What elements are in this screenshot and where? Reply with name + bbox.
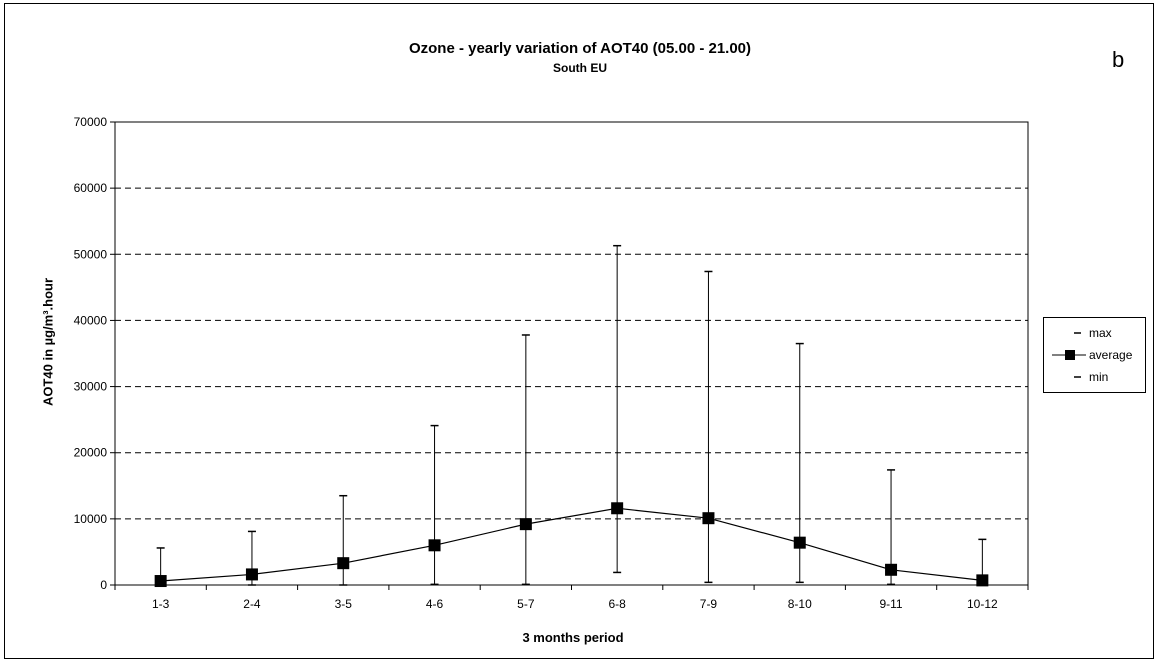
legend-item-average: average (1044, 345, 1145, 365)
average-point (337, 557, 350, 570)
x-tick-label: 9-11 (879, 597, 902, 611)
x-tick-label: 6-8 (608, 597, 626, 611)
y-tick-label: 50000 (74, 247, 108, 261)
average-point (154, 575, 167, 588)
y-tick-label: 0 (100, 578, 107, 592)
legend-label: average (1089, 348, 1133, 362)
y-tick-label: 40000 (74, 313, 108, 327)
average-point (611, 502, 624, 515)
x-tick-label: 3-5 (335, 597, 353, 611)
x-tick-label: 1-3 (152, 597, 170, 611)
x-tick-label: 8-10 (788, 597, 812, 611)
average-point (428, 539, 441, 552)
legend-square-marker-icon (1052, 350, 1086, 360)
x-tick-label: 5-7 (517, 597, 535, 611)
legend-label: min (1089, 370, 1109, 384)
y-tick-label: 20000 (74, 446, 108, 460)
legend-item-min: min (1044, 367, 1145, 387)
average-series-line (160, 507, 983, 582)
average-point (885, 563, 898, 576)
chart-title: Ozone - yearly variation of AOT40 (05.00… (408, 40, 752, 57)
y-tick-label: 70000 (74, 115, 108, 129)
x-tick-label: 10-12 (967, 597, 998, 611)
chart-subtitle: South EU (553, 61, 607, 75)
y-tick-label: 60000 (74, 181, 108, 195)
x-tick-label: 4-6 (426, 597, 444, 611)
average-point (702, 512, 715, 525)
x-tick-label: 2-4 (243, 597, 261, 611)
average-point (793, 536, 806, 549)
y-tick-label: 30000 (74, 380, 108, 394)
legend-item-max: max (1044, 323, 1145, 343)
average-point (976, 574, 989, 587)
legend-label: max (1089, 326, 1112, 340)
average-point (245, 568, 258, 581)
average-point (519, 518, 532, 531)
x-tick-label: 7-9 (700, 597, 718, 611)
x-axis-label: 3 months period (522, 630, 624, 645)
legend-dash-icon (1074, 376, 1081, 378)
panel-letter: b (1112, 47, 1125, 72)
legend-dash-icon (1074, 332, 1081, 334)
chart-frame (4, 3, 1154, 659)
y-tick-label: 10000 (74, 512, 108, 526)
legend: max average min (1043, 317, 1146, 393)
